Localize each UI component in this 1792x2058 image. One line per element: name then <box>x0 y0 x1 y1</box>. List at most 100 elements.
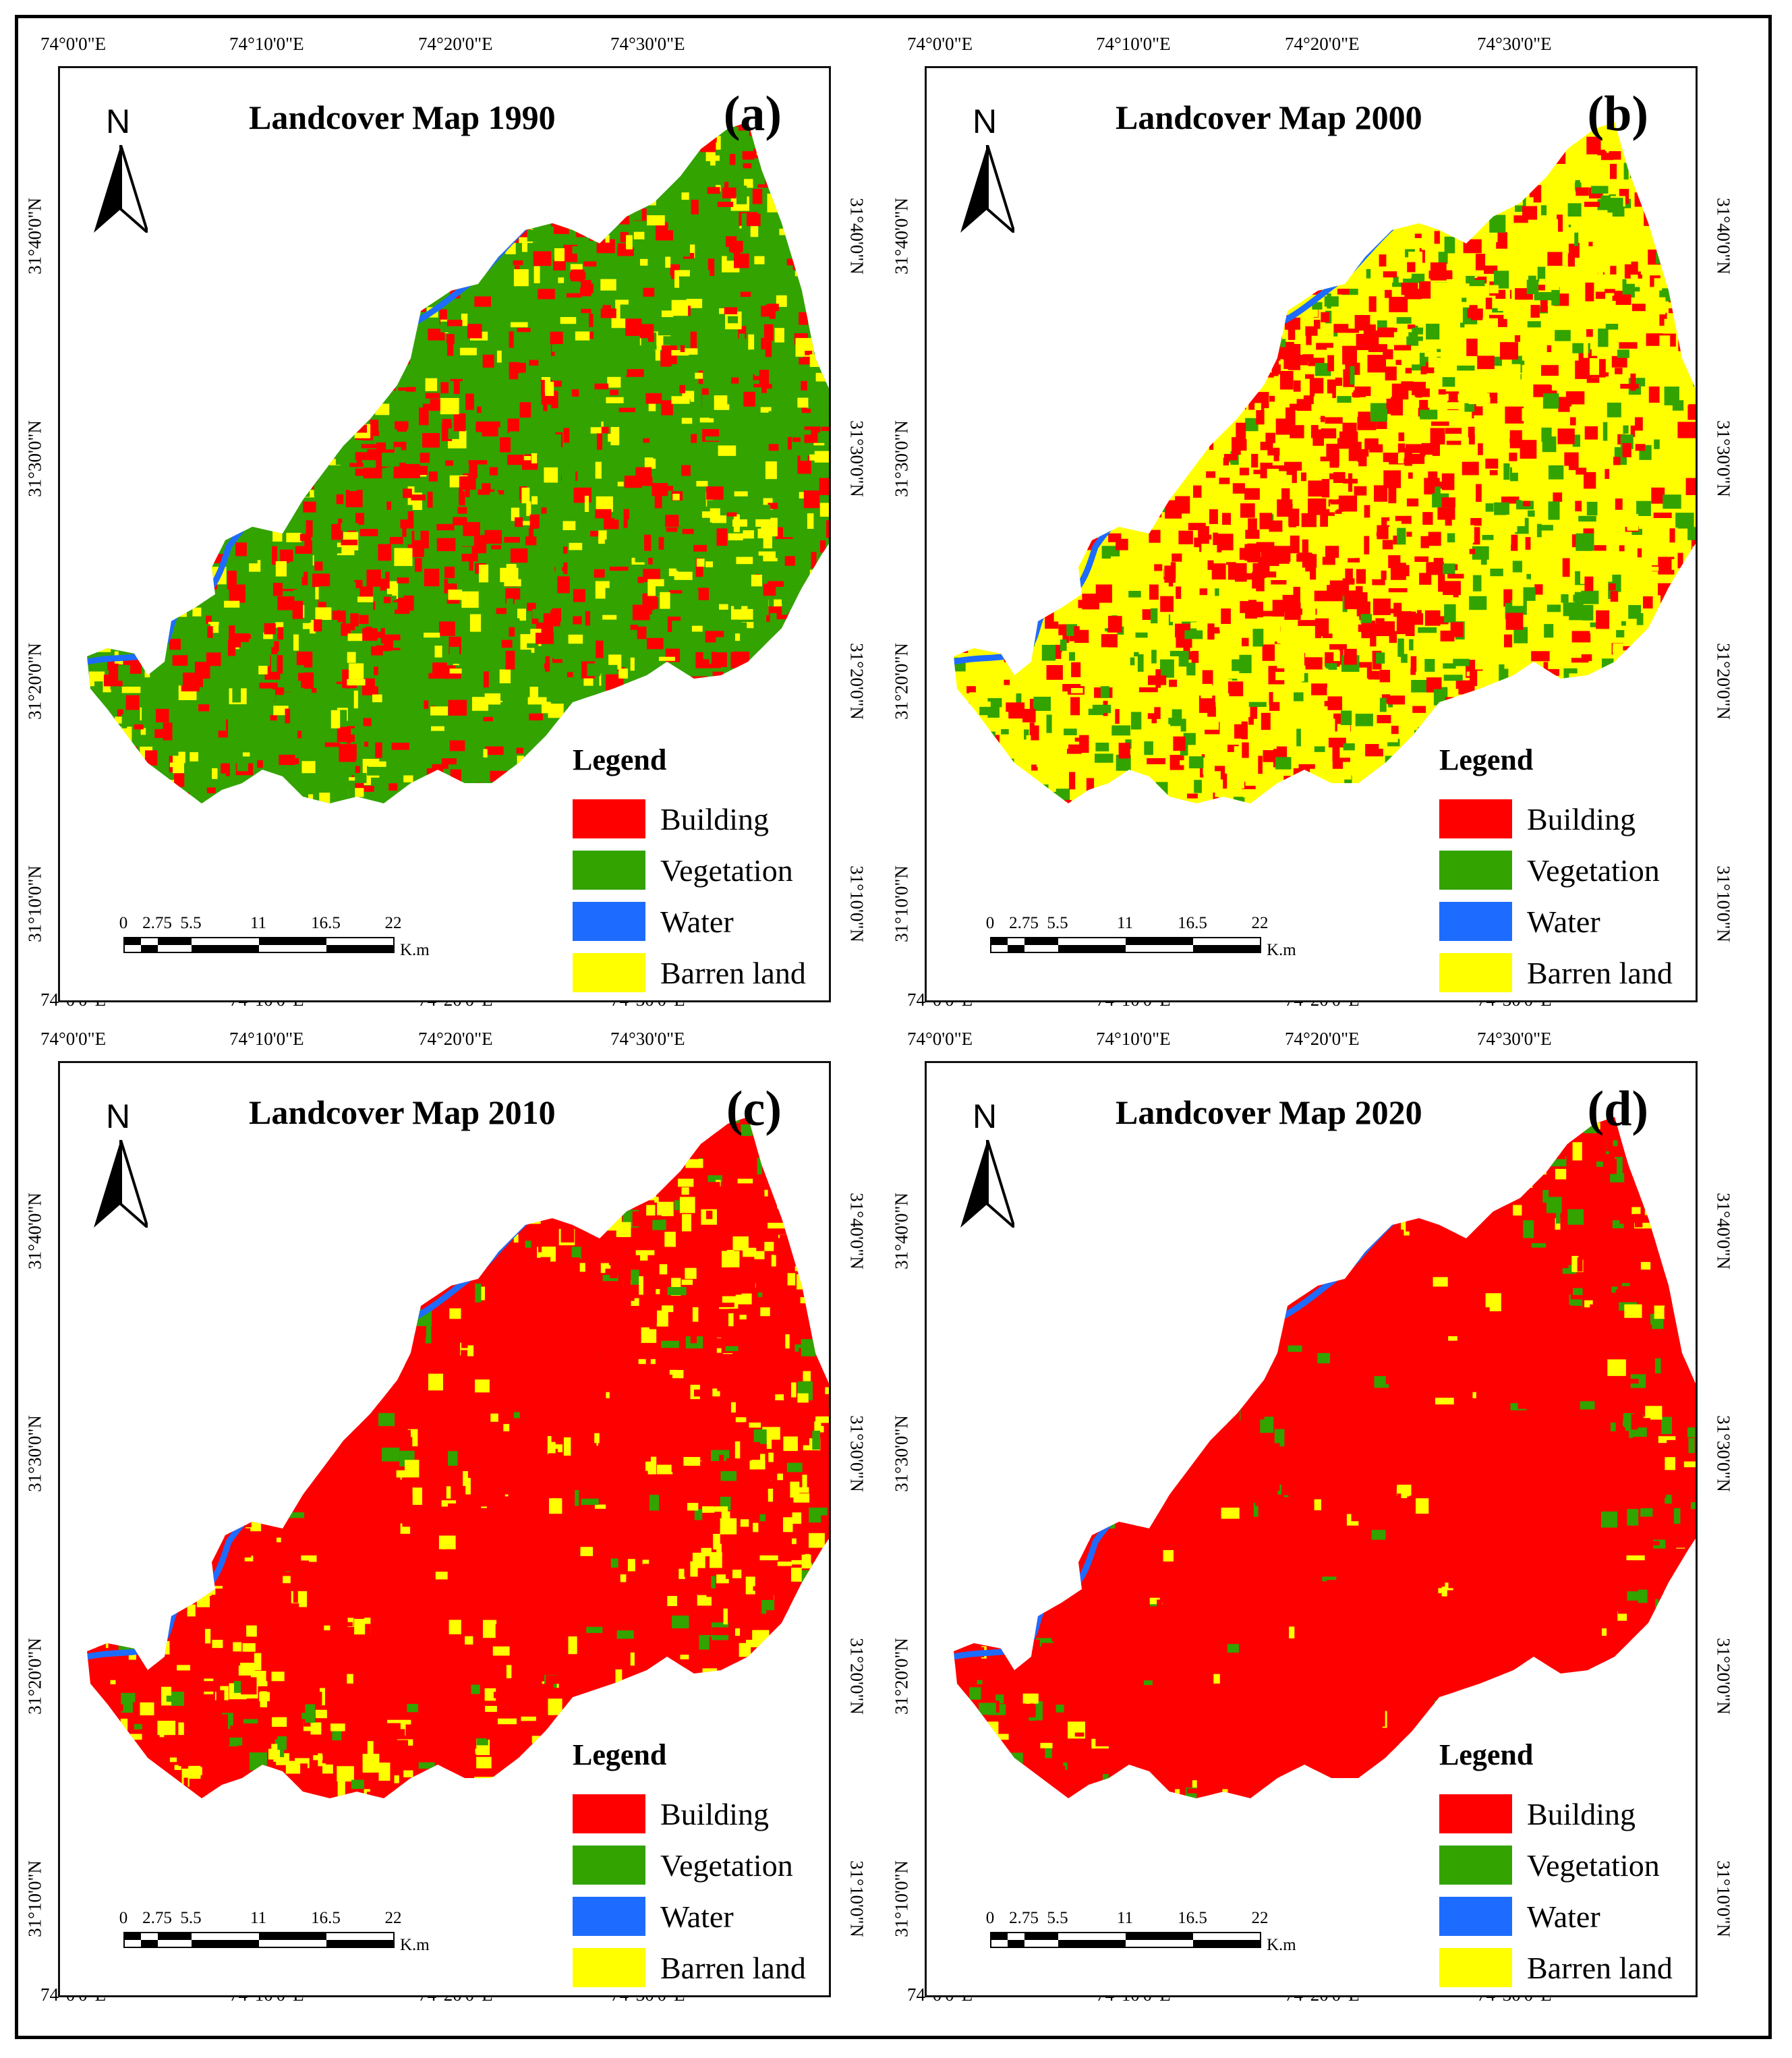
landcover-patch <box>243 411 249 426</box>
latitude-tick-right: 31°40'0"N <box>846 198 867 275</box>
landcover-patch <box>562 202 581 221</box>
landcover-patch <box>1108 533 1122 542</box>
landcover-patch <box>995 265 1008 283</box>
landcover-patch <box>995 387 1012 392</box>
landcover-patch <box>1469 596 1487 610</box>
landcover-patch <box>361 811 378 828</box>
landcover-patch <box>1336 190 1348 202</box>
landcover-patch <box>799 243 810 256</box>
landcover-patch <box>301 730 314 745</box>
landcover-patch <box>1571 658 1589 663</box>
landcover-patch <box>527 150 538 160</box>
landcover-patch <box>297 316 311 324</box>
landcover-patch <box>1483 144 1494 152</box>
landcover-patch <box>1329 236 1343 254</box>
landcover-patch <box>1223 288 1238 297</box>
landcover-patch <box>1090 360 1097 380</box>
landcover-patch <box>348 780 355 800</box>
longitude-tick-top: 74°0'0"E <box>40 34 107 54</box>
landcover-patch <box>1040 482 1058 493</box>
landcover-patch <box>784 556 795 566</box>
landcover-patch <box>1142 561 1153 577</box>
latitude-tick-left: 31°20'0"N <box>891 643 912 720</box>
landcover-patch <box>138 402 148 407</box>
landcover-patch <box>1476 156 1488 164</box>
landcover-patch <box>186 507 198 517</box>
landcover-patch <box>453 517 467 525</box>
landcover-patch <box>287 175 304 187</box>
landcover-patch <box>1466 641 1472 649</box>
landcover-patch <box>633 231 645 240</box>
landcover-patch <box>431 726 444 731</box>
landcover-patch <box>1653 512 1672 518</box>
landcover-patch <box>519 402 531 418</box>
landcover-patch <box>954 556 971 576</box>
landcover-patch <box>998 368 1004 374</box>
landcover-patch <box>1337 724 1351 733</box>
landcover-patch <box>1575 710 1581 717</box>
landcover-patch <box>819 130 829 147</box>
landcover-patch <box>122 743 134 753</box>
landcover-patch <box>356 393 370 399</box>
landcover-patch <box>148 641 167 646</box>
landcover-patch <box>212 347 227 355</box>
landcover-patch <box>1648 387 1660 403</box>
landcover-patch <box>306 397 321 416</box>
landcover-patch <box>1290 274 1309 282</box>
landcover-patch <box>157 302 169 320</box>
landcover-patch <box>783 653 794 660</box>
landcover-patch <box>1689 258 1696 274</box>
landcover-patch <box>1406 532 1412 537</box>
landcover-patch <box>1192 319 1209 325</box>
landcover-patch <box>1252 571 1256 589</box>
landcover-patch <box>807 513 814 529</box>
landcover-patch <box>135 354 140 361</box>
landcover-patch <box>449 647 459 664</box>
landcover-patch <box>656 685 662 697</box>
landcover-patch <box>573 616 582 625</box>
landcover-patch <box>1392 763 1406 772</box>
landcover-patch <box>1582 604 1594 621</box>
landcover-patch <box>1469 548 1476 554</box>
landcover-patch <box>763 324 774 341</box>
landcover-patch <box>1567 732 1586 737</box>
landcover-patch <box>1368 202 1375 215</box>
landcover-patch <box>1512 509 1525 526</box>
landcover-patch <box>538 769 555 785</box>
landcover-patch <box>384 230 403 237</box>
landcover-patch <box>1007 305 1012 317</box>
landcover-patch <box>657 717 664 736</box>
landcover-patch <box>1138 687 1158 693</box>
landcover-patch <box>256 338 264 349</box>
landcover-patch <box>1466 339 1478 356</box>
landcover-patch <box>682 514 699 530</box>
landcover-patch <box>212 768 218 779</box>
landcover-patch <box>431 221 446 228</box>
landcover-patch <box>341 807 349 816</box>
landcover-patch <box>1678 337 1685 351</box>
landcover-patch <box>1074 344 1085 355</box>
landcover-patch <box>813 266 829 271</box>
landcover-patch <box>258 306 265 322</box>
landcover-patch <box>1419 399 1428 410</box>
landcover-patch <box>306 306 313 323</box>
landcover-patch <box>319 793 330 803</box>
landcover-patch <box>1489 469 1498 476</box>
landcover-patch <box>1133 790 1149 800</box>
landcover-patch <box>378 222 395 229</box>
landcover-patch <box>1143 512 1162 517</box>
landcover-patch <box>1404 252 1410 263</box>
landcover-patch <box>277 596 295 612</box>
landcover-patch <box>1490 702 1497 721</box>
landcover-patch <box>1103 320 1111 328</box>
landcover-patch <box>371 721 389 737</box>
landcover-patch <box>1412 424 1430 436</box>
landcover-patch <box>1438 593 1453 598</box>
landcover-patch <box>469 170 487 186</box>
landcover-patch <box>811 197 819 208</box>
landcover-patch <box>954 577 966 594</box>
landcover-patch <box>505 650 515 670</box>
landcover-patch <box>627 685 640 699</box>
landcover-patch <box>166 259 176 271</box>
landcover-patch <box>726 255 734 261</box>
